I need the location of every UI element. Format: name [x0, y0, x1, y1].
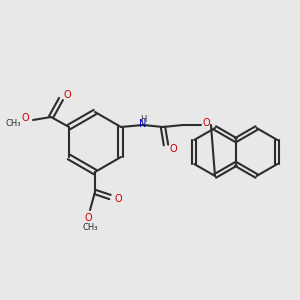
Text: O: O: [169, 144, 177, 154]
Text: H: H: [140, 115, 146, 124]
Text: O: O: [21, 113, 29, 123]
Text: O: O: [202, 118, 210, 128]
Text: CH₃: CH₃: [5, 118, 21, 127]
Text: O: O: [63, 90, 71, 100]
Text: N: N: [139, 119, 147, 129]
Text: CH₃: CH₃: [82, 224, 98, 232]
Text: O: O: [114, 194, 122, 204]
Text: O: O: [84, 213, 92, 223]
